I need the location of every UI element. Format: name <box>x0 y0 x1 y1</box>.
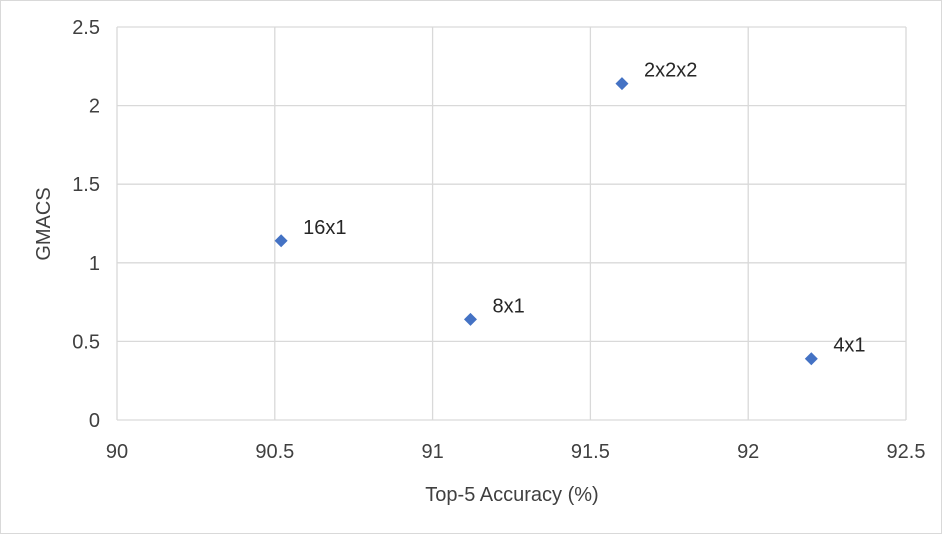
data-point-4x1 <box>804 352 818 366</box>
x-axis-ticks: 90 90.5 91 91.5 92 92.5 <box>106 441 926 463</box>
data-label-4x1: 4x1 <box>833 335 865 357</box>
y-axis-title: GMACS <box>33 187 55 260</box>
x-axis-title: Top-5 Accuracy (%) <box>425 484 598 506</box>
x-tick-label: 90.5 <box>255 441 294 463</box>
y-axis-ticks: 0 0.5 1 1.5 2 2.5 <box>72 17 100 432</box>
data-points: 16x1 8x1 2x2x2 4x1 <box>274 60 866 366</box>
x-tick-label: 91.5 <box>571 441 610 463</box>
x-tick-label: 90 <box>106 441 128 463</box>
data-point-8x1 <box>463 312 477 326</box>
y-tick-label: 2.5 <box>72 17 100 39</box>
y-tick-label: 0 <box>89 410 100 432</box>
data-point-2x2x2 <box>615 77 629 91</box>
data-label-2x2x2: 2x2x2 <box>644 60 697 82</box>
x-tick-label: 92 <box>737 441 759 463</box>
x-tick-label: 91 <box>421 441 443 463</box>
data-label-16x1: 16x1 <box>303 217 346 239</box>
data-point-16x1 <box>274 234 288 248</box>
y-tick-label: 1.5 <box>72 174 100 196</box>
x-tick-label: 92.5 <box>887 441 926 463</box>
gridlines <box>116 26 907 421</box>
y-tick-label: 1 <box>89 253 100 275</box>
data-label-8x1: 8x1 <box>492 295 524 317</box>
y-tick-label: 2 <box>89 96 100 118</box>
y-tick-label: 0.5 <box>72 331 100 353</box>
